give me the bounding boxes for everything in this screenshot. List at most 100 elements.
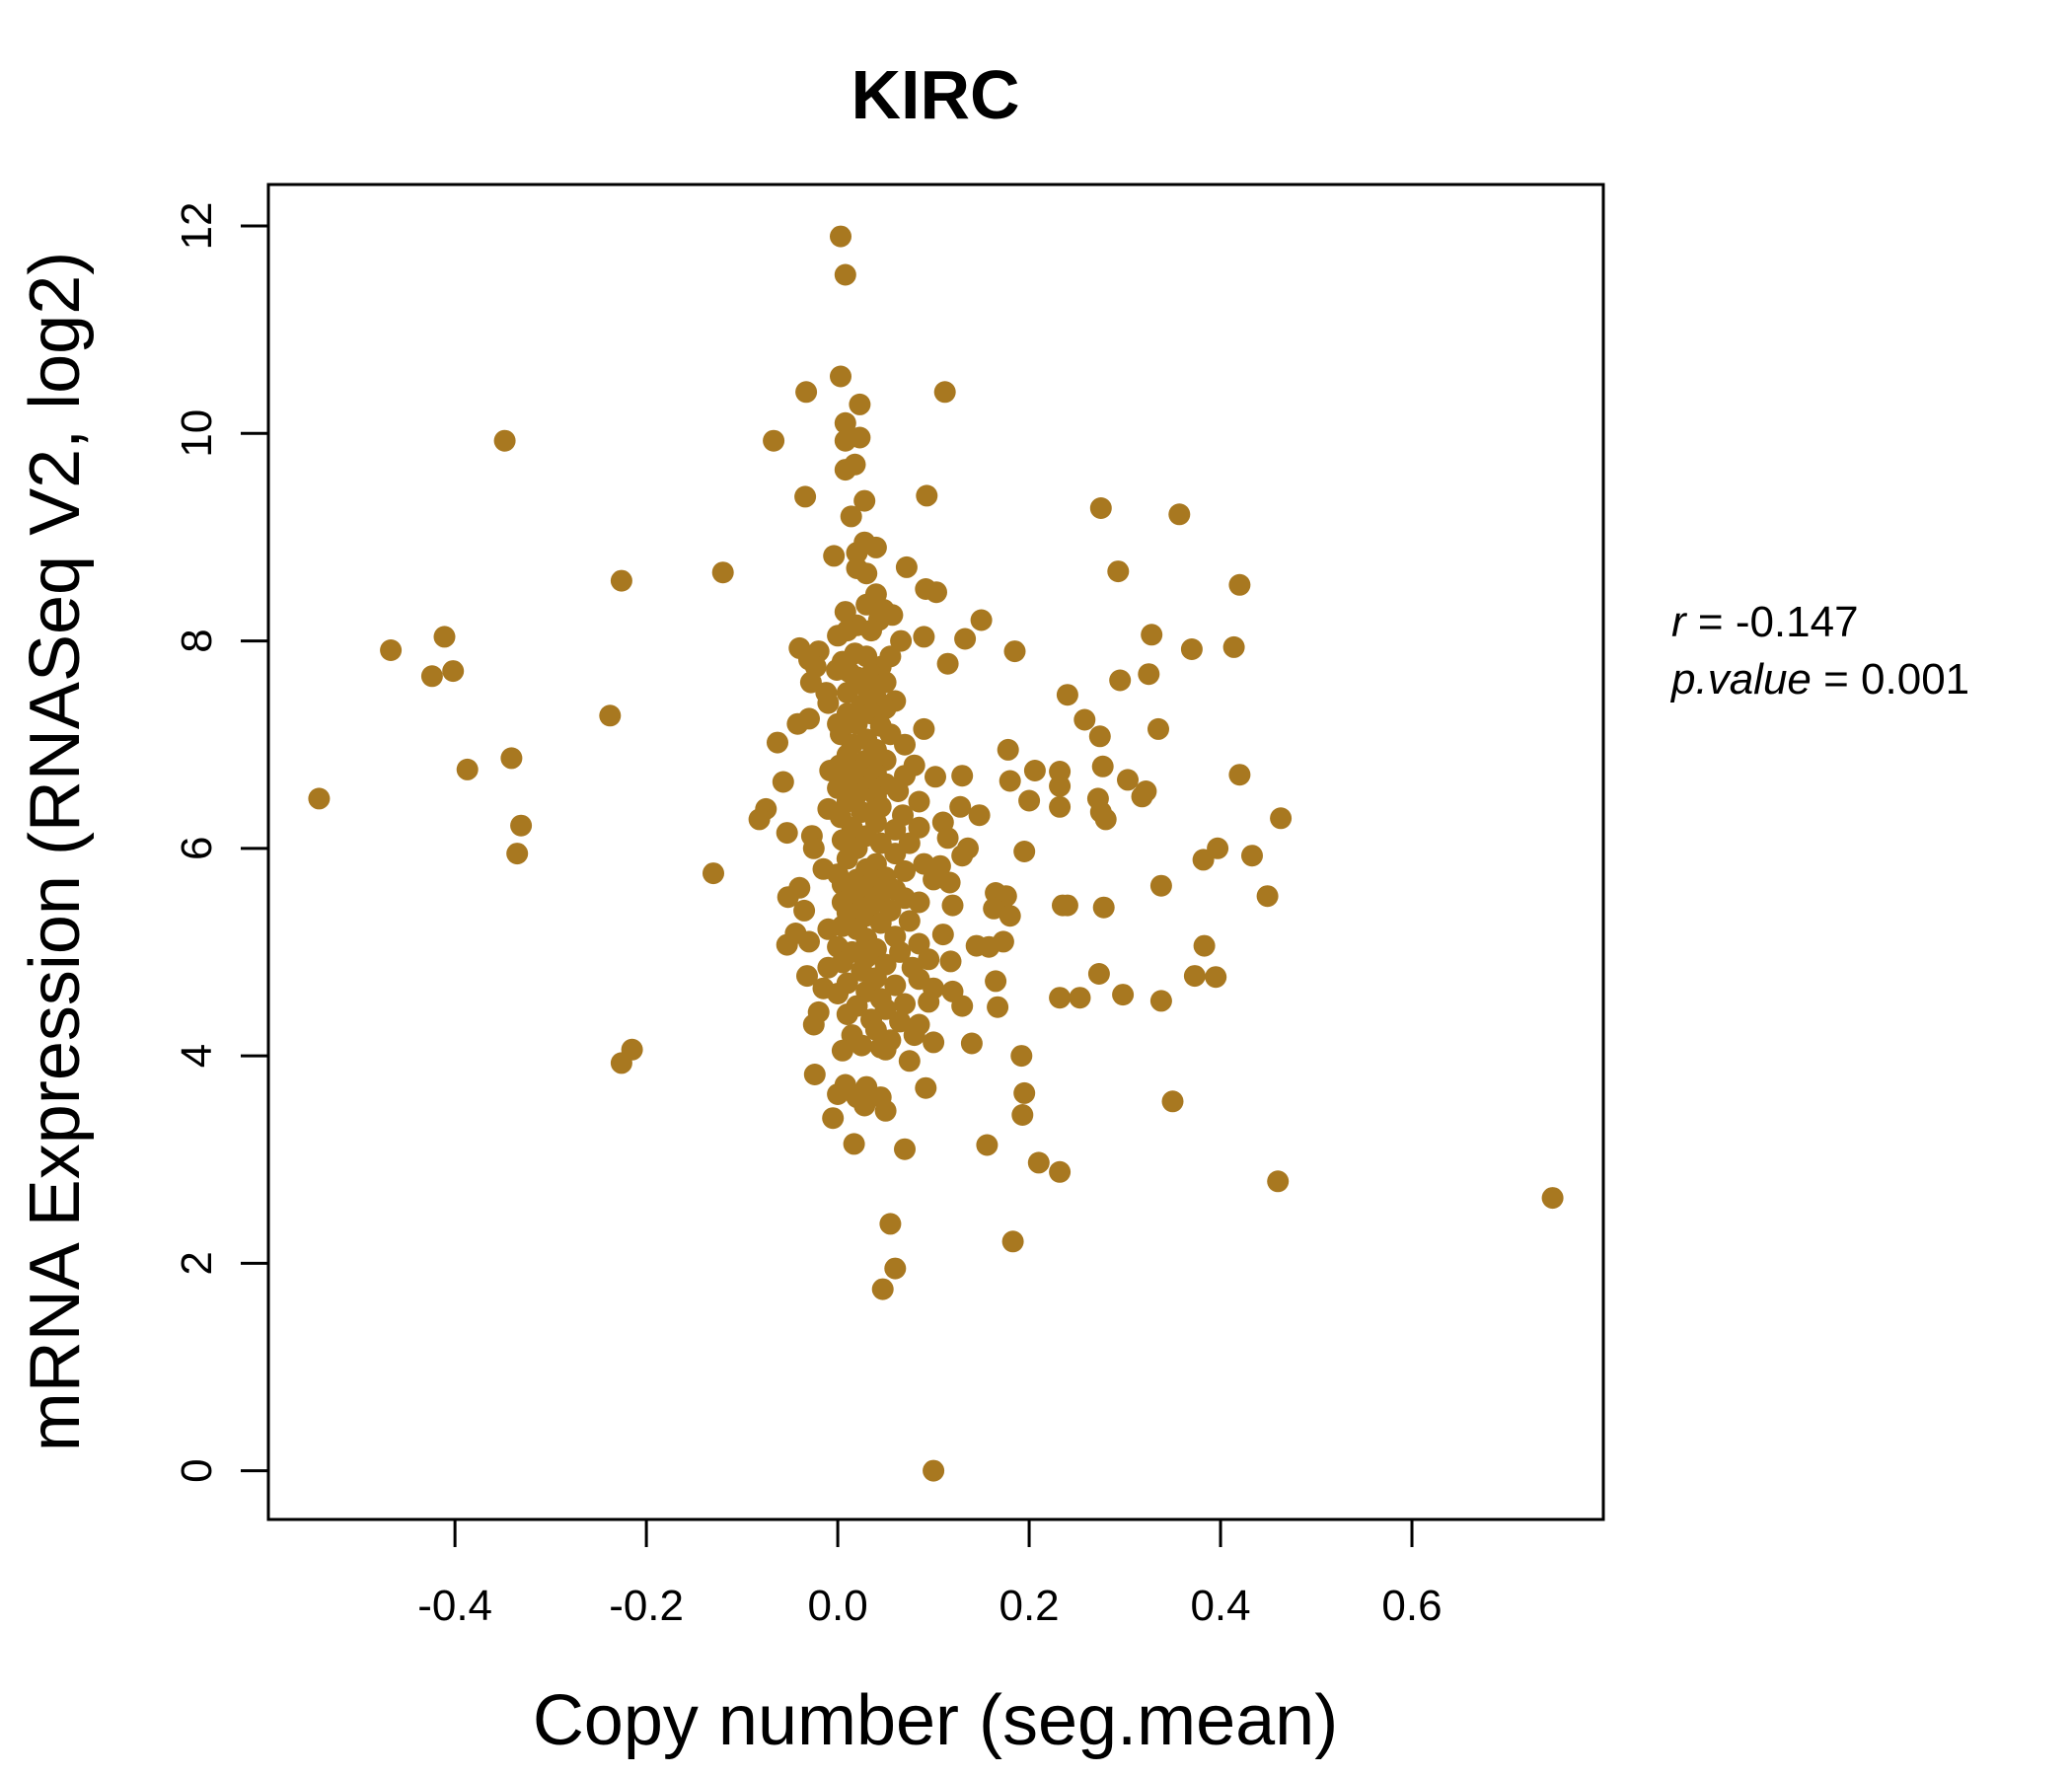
data-point-21 [846,542,868,564]
data-point-65 [442,660,465,683]
data-point-9 [763,429,785,452]
data-point-205 [941,894,964,917]
data-point-307 [884,1257,907,1280]
data-point-227 [776,933,798,956]
data-point-78 [817,692,840,714]
data-point-25 [855,562,878,585]
data-point-155 [884,818,907,841]
data-point-38 [970,609,993,631]
data-point-203 [1092,896,1115,919]
data-point-298 [843,1133,865,1155]
data-point-185 [938,871,961,894]
data-point-47 [433,626,456,648]
correlation-stats: r = -0.147 p.value = 0.001 [1669,598,1969,703]
data-point-172 [836,848,858,870]
p-label: p.value [1669,655,1812,703]
data-point-270 [802,1013,825,1036]
y-tick-label: 12 [173,202,221,251]
data-point-68 [1109,669,1132,692]
p-value: 0.001 [1861,655,1969,703]
x-tick-label: 0.6 [1381,1582,1442,1630]
data-point-49 [1180,638,1203,660]
data-point-8 [834,429,856,452]
data-point-148 [748,808,771,831]
data-point-44 [954,628,977,650]
data-point-237 [817,956,840,979]
y-tick-label: 10 [173,409,221,458]
r-equals: = [1686,598,1736,646]
data-point-226 [978,935,1000,958]
data-point-16 [1089,497,1112,519]
data-point-255 [1049,987,1072,1009]
data-point-135 [1018,789,1041,812]
y-tick-label: 8 [173,629,221,652]
data-point-71 [799,671,822,694]
data-point-86 [786,712,809,735]
data-point-234 [939,950,962,973]
data-point-170 [1241,845,1263,867]
data-point-223 [908,932,930,955]
y-tick-label: 2 [173,1251,221,1275]
data-point-22 [823,545,846,567]
data-point-246 [985,970,1007,993]
data-point-140 [949,795,972,818]
x-tick-label: -0.4 [417,1582,492,1630]
data-point-258 [1149,990,1172,1012]
data-point-23 [895,555,918,578]
data-point-283 [898,1050,921,1073]
data-point-171 [951,845,974,867]
x-tick-label: 0.4 [1190,1582,1250,1630]
x-axis-label: Copy number (seg.mean) [533,1681,1338,1760]
data-point-12 [834,459,856,481]
data-point-174 [913,852,935,875]
data-point-299 [976,1134,999,1156]
data-point-2 [830,365,851,388]
data-point-110 [819,760,842,781]
data-point-240 [1087,963,1110,985]
data-point-132 [308,787,331,810]
data-point-10 [493,429,516,452]
data-point-167 [1013,841,1036,862]
p-stat: p.value = 0.001 [1669,655,1969,703]
data-point-302 [1049,1160,1072,1183]
data-point-279 [831,1039,853,1062]
data-point-195 [777,886,799,909]
data-point-3 [795,381,818,404]
data-point-276 [960,1032,983,1055]
data-point-147 [1094,808,1117,831]
data-point-149 [1270,807,1293,830]
data-point-301 [1027,1151,1050,1174]
x-axis: -0.4 -0.2 0.0 0.2 0.4 0.6 [417,1517,1443,1630]
data-point-173 [1192,849,1215,871]
data-point-108 [456,758,479,780]
data-point-207 [793,899,816,922]
data-point-15 [853,489,876,512]
data-point-242 [1205,966,1227,989]
data-point-266 [836,1003,858,1025]
data-point-309 [923,1459,945,1482]
data-point-308 [871,1278,894,1300]
data-point-45 [890,629,913,652]
r-value: -0.147 [1736,598,1859,646]
chart-title: KIRC [851,56,1019,133]
data-point-181 [703,862,724,885]
data-point-300 [894,1138,916,1160]
data-point-156 [776,822,798,845]
r-stat: r = -0.147 [1671,598,1859,646]
data-point-63 [826,659,849,681]
data-point-5 [849,393,871,415]
data-point-199 [908,891,930,914]
data-point-306 [1001,1230,1024,1253]
data-point-272 [903,1024,925,1047]
data-point-40 [860,620,882,642]
data-point-184 [923,868,945,891]
data-point-253 [1112,984,1135,1006]
data-point-138 [1049,795,1072,818]
data-point-277 [851,1034,873,1057]
data-point-119 [1117,769,1139,791]
data-point-28 [610,569,632,592]
data-point-48 [380,639,403,661]
data-point-42 [827,625,850,647]
data-point-133 [1131,785,1153,808]
